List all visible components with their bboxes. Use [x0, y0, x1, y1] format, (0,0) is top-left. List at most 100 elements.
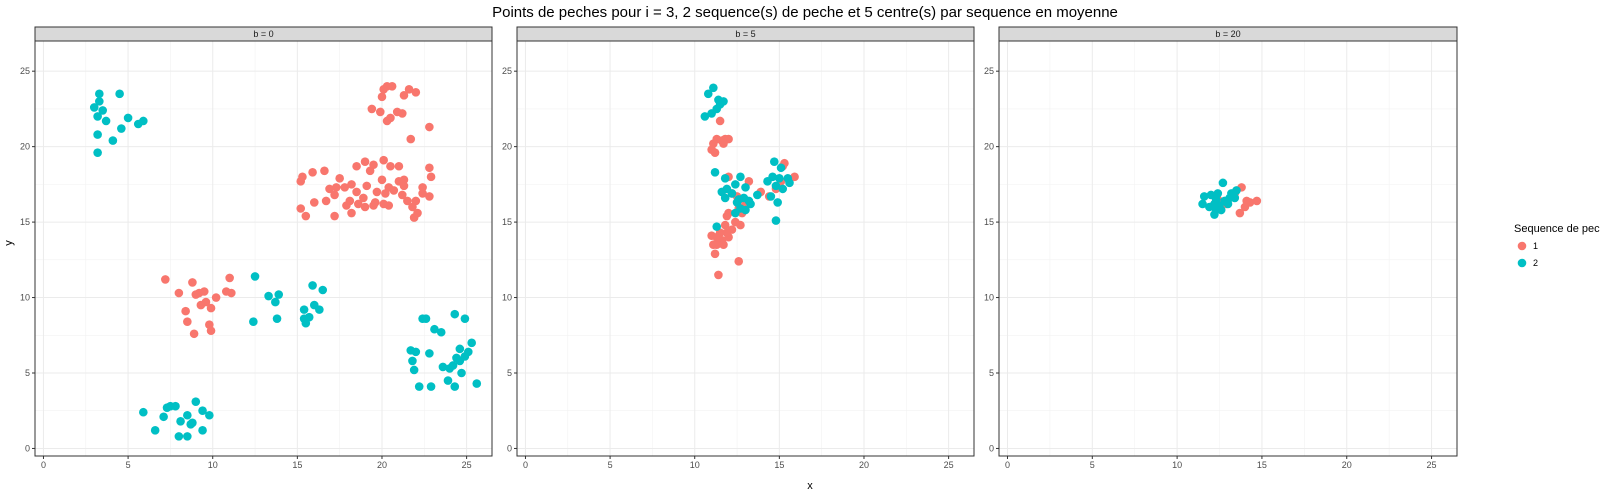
- data-point: [776, 163, 786, 173]
- data-point: [460, 314, 470, 323]
- data-point: [722, 228, 732, 237]
- data-point: [426, 172, 436, 182]
- data-point: [365, 166, 375, 176]
- data-point: [315, 305, 324, 314]
- data-point: [381, 189, 390, 198]
- data-point: [274, 290, 284, 299]
- data-point: [790, 172, 799, 182]
- chart-title: Points de peches pour i = 3, 2 sequence(…: [492, 4, 1118, 21]
- data-point: [176, 416, 185, 426]
- data-point: [386, 161, 395, 171]
- data-point: [171, 401, 180, 411]
- data-point: [438, 362, 448, 372]
- data-point: [763, 177, 772, 186]
- data-point: [409, 365, 419, 375]
- data-point: [188, 278, 197, 287]
- y-tick-label: 0: [989, 443, 994, 453]
- data-point: [340, 183, 350, 192]
- data-point: [379, 199, 388, 209]
- y-tick-label: 10: [20, 293, 30, 303]
- x-tick-label: 0: [1005, 460, 1010, 470]
- legend: Sequence de peche 1 2: [1514, 223, 1600, 268]
- data-point: [773, 198, 782, 207]
- data-point: [769, 157, 779, 167]
- data-point: [450, 382, 460, 391]
- data-point: [778, 184, 788, 194]
- data-point: [123, 113, 133, 123]
- data-point: [771, 216, 781, 225]
- data-point: [409, 213, 419, 222]
- data-point: [321, 196, 331, 206]
- data-point: [299, 305, 309, 314]
- legend-label: 2: [1533, 258, 1538, 268]
- y-tick-label: 10: [502, 293, 512, 303]
- data-point: [382, 116, 392, 126]
- data-point: [418, 189, 427, 198]
- data-point: [430, 324, 439, 334]
- data-point: [707, 109, 716, 118]
- data-point: [425, 163, 434, 173]
- data-point: [150, 426, 160, 435]
- x-axis-title: x: [807, 480, 813, 492]
- data-point: [1225, 193, 1234, 203]
- data-point: [746, 199, 755, 209]
- data-point: [89, 103, 99, 112]
- data-point: [379, 155, 388, 165]
- data-point: [425, 122, 434, 132]
- data-point: [472, 379, 482, 388]
- data-point: [450, 309, 460, 319]
- data-point: [741, 205, 750, 215]
- data-point: [399, 175, 409, 185]
- data-point: [362, 181, 372, 191]
- data-point: [264, 291, 273, 301]
- data-point: [399, 181, 409, 191]
- data-point: [183, 432, 192, 441]
- data-point: [375, 107, 385, 117]
- x-tick-label: 5: [1090, 460, 1095, 470]
- data-point: [714, 270, 723, 280]
- data-point: [741, 183, 750, 192]
- x-tick-label: 10: [1172, 460, 1182, 470]
- panel-background: [517, 41, 974, 456]
- x-tick-label: 20: [859, 460, 869, 470]
- facet-panels: b = 0 0 5 10 15 20 25 0 5 10 15 20 25 b = 5 0 5 10 15 20 25…: [20, 26, 1458, 470]
- y-tick-label: 15: [502, 217, 512, 227]
- data-point: [360, 157, 370, 167]
- data-point: [719, 240, 728, 250]
- data-point: [397, 190, 407, 200]
- data-point: [360, 202, 370, 212]
- data-point: [93, 112, 102, 121]
- data-point: [225, 273, 234, 283]
- data-point: [720, 220, 730, 230]
- data-point: [379, 84, 388, 94]
- data-point: [201, 297, 211, 307]
- data-point: [299, 314, 309, 323]
- data-point: [734, 257, 744, 266]
- data-point: [457, 368, 466, 378]
- data-point: [191, 397, 201, 406]
- data-point: [370, 198, 380, 207]
- facet-strip-label: b = 0: [253, 29, 273, 39]
- data-point: [1218, 178, 1228, 188]
- y-tick-label: 5: [25, 368, 30, 378]
- facet-panel: b = 5 0 5 10 15 20 25 0 5 10 15 20 25: [502, 26, 975, 470]
- data-point: [720, 174, 730, 183]
- x-tick-label: 15: [774, 460, 784, 470]
- y-tick-label: 20: [502, 142, 512, 152]
- data-point: [766, 192, 776, 201]
- data-point: [335, 174, 344, 183]
- data-point: [330, 211, 339, 221]
- data-point: [271, 297, 280, 307]
- data-point: [1235, 208, 1245, 218]
- data-point: [101, 116, 111, 126]
- y-tick-label: 25: [984, 66, 994, 76]
- data-point: [703, 89, 713, 99]
- data-point: [404, 84, 414, 94]
- x-tick-label: 5: [126, 460, 131, 470]
- data-point: [320, 166, 329, 176]
- data-point: [727, 189, 737, 198]
- data-point: [117, 124, 126, 133]
- data-point: [186, 420, 196, 429]
- y-axis-title: y: [3, 240, 15, 246]
